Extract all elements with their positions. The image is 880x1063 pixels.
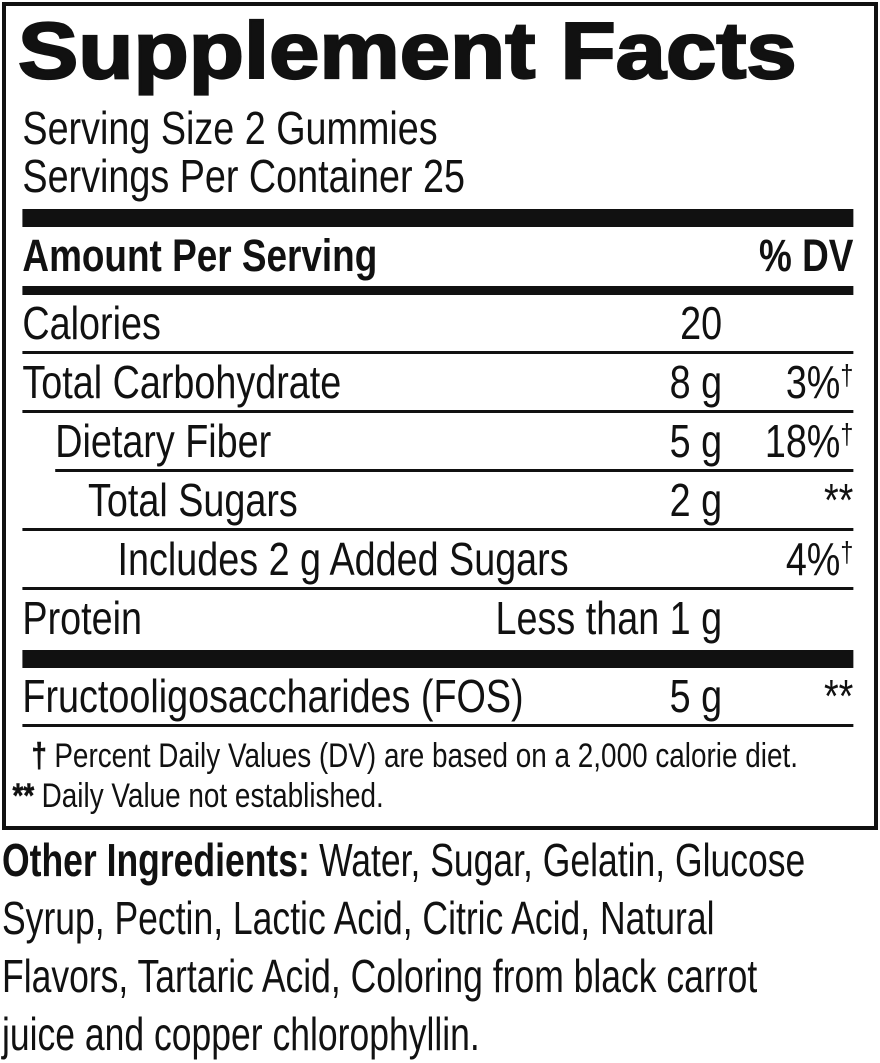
medium-rule	[22, 286, 854, 295]
nutrient-amount: 5 g	[669, 670, 723, 722]
nutrient-name: Calories	[22, 297, 161, 349]
nutrient-row-calories: Calories 20	[22, 295, 853, 351]
hairline-rule-indented	[55, 469, 854, 472]
panel-content: Serving Size 2 Gummies Servings Per Cont…	[6, 84, 872, 826]
nutrient-amount: 20	[680, 297, 723, 349]
nutrient-name: Includes 2 g Added Sugars	[117, 533, 569, 585]
nutrient-amount: 5 g	[669, 415, 723, 467]
table-header-row: Amount Per Serving % DV	[22, 227, 853, 286]
nutrient-amount: 8 g	[669, 356, 723, 408]
hairline-rule	[22, 351, 854, 354]
nutrient-amount: 2 g	[669, 474, 723, 526]
nutrient-row-dietary-fiber: Dietary Fiber 5 g 18%†	[22, 413, 853, 469]
panel-title: Supplement Facts	[17, 6, 798, 95]
hairline-rule	[22, 528, 854, 531]
footnotes: † Percent Daily Values (DV) are based on…	[12, 736, 853, 816]
supplement-facts-panel: Supplement Facts Serving Size 2 Gummies …	[2, 2, 878, 830]
other-ingredients-section: Other Ingredients: Water, Sugar, Gelatin,…	[2, 831, 880, 1063]
nutrient-amount: Less than 1 g	[495, 592, 723, 644]
nutrient-dv: 3%†	[785, 356, 854, 408]
thick-rule-middle	[22, 650, 854, 668]
other-ingredients-label: Other Ingredients:	[2, 834, 310, 886]
nutrient-name: Protein	[22, 592, 142, 644]
servings-per-container-line: Servings Per Container 25	[22, 150, 465, 202]
footnote-text: Daily Value not established.	[41, 777, 384, 815]
hairline-rule	[22, 587, 854, 590]
nutrient-dv: **	[823, 474, 854, 526]
other-ingredients-line: Syrup, Pectin, Lactic Acid, Citric Acid,…	[2, 892, 715, 944]
percent-dv-label: % DV	[759, 230, 854, 281]
footnote-daily-values: † Percent Daily Values (DV) are based on…	[31, 736, 853, 776]
nutrient-name: Total Sugars	[88, 474, 298, 526]
amount-per-serving-label: Amount Per Serving	[22, 230, 378, 281]
serving-size-line: Serving Size 2 Gummies	[22, 102, 438, 154]
footnote-dv-not-established: ** Daily Value not established.	[12, 776, 854, 816]
nutrient-dv: 18%†	[764, 415, 854, 467]
other-ingredients-line: Other Ingredients: Water, Sugar, Gelatin,…	[2, 831, 880, 889]
nutrient-row-total-carbohydrate: Total Carbohydrate 8 g 3%†	[22, 354, 853, 410]
dagger-mark: †	[31, 737, 47, 776]
other-ingredients-line: juice and copper chlorophyllin.	[2, 1008, 480, 1060]
nutrient-row-protein: Protein Less than 1 g	[22, 590, 853, 646]
hairline-rule	[22, 724, 854, 727]
other-ingredients-text: Water, Sugar, Gelatin, Glucose	[319, 834, 806, 886]
serving-info: Serving Size 2 Gummies Servings Per Cont…	[22, 104, 853, 200]
nutrient-row-total-sugars: Total Sugars 2 g **	[22, 472, 853, 528]
nutrient-name: Dietary Fiber	[55, 415, 272, 467]
nutrient-row-added-sugars: Includes 2 g Added Sugars 4%†	[22, 531, 854, 587]
double-asterisk-mark: **	[12, 777, 35, 816]
nutrient-name: Fructooligosaccharides (FOS)	[22, 670, 524, 722]
nutrient-dv: 4%†	[785, 533, 854, 585]
other-ingredients-line: Flavors, Tartaric Acid, Coloring from bl…	[2, 950, 758, 1002]
nutrient-row-fos: Fructooligosaccharides (FOS) 5 g **	[22, 668, 853, 724]
footnote-text: Percent Daily Values (DV) are based on a…	[54, 737, 798, 775]
hairline-rule	[22, 410, 854, 413]
nutrient-dv: **	[823, 670, 854, 722]
thick-rule-top	[22, 209, 854, 227]
nutrient-name: Total Carbohydrate	[22, 356, 342, 408]
